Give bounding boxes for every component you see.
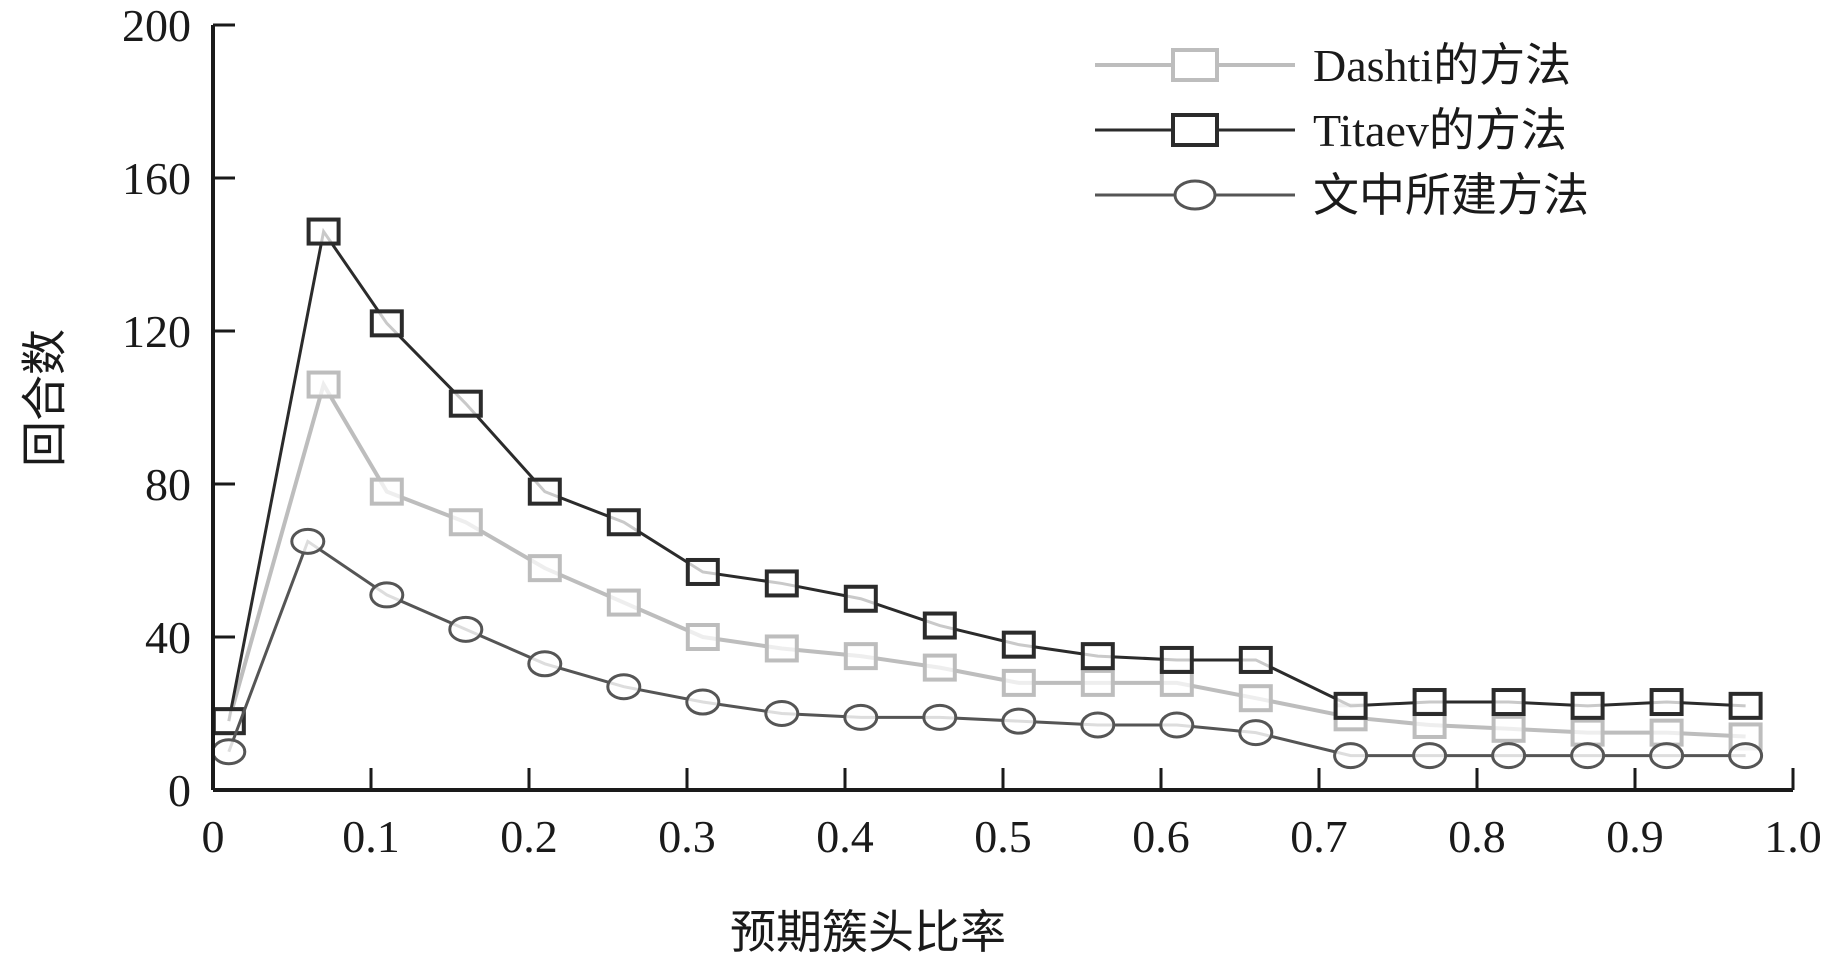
data-point (369, 309, 404, 338)
x-tick-label: 0.5 (974, 811, 1032, 862)
data-point (1728, 742, 1764, 770)
data-point (1001, 707, 1037, 735)
data-point (306, 370, 341, 399)
legend-label: 文中所建方法 (1313, 170, 1589, 221)
data-point (448, 615, 484, 643)
data-point (1001, 668, 1036, 697)
data-point (306, 217, 341, 246)
series-3 (211, 527, 1764, 770)
data-point (922, 611, 957, 640)
legend-label: Dashti的方法 (1313, 40, 1571, 91)
data-point (843, 584, 878, 613)
series-2 (211, 217, 1763, 736)
data-point (1412, 710, 1447, 739)
series-line (227, 227, 1746, 722)
y-axis-title: 回合数 (18, 329, 72, 467)
series-layer (211, 217, 1764, 770)
data-point (1238, 719, 1274, 747)
legend-entry-2: Titaev的方法 (1095, 105, 1567, 156)
data-point (1728, 691, 1763, 720)
x-tick-label: 0.4 (816, 811, 874, 862)
data-point (1159, 668, 1194, 697)
data-point (1491, 688, 1526, 717)
data-point (1001, 630, 1036, 659)
data-point (527, 650, 563, 678)
data-point (685, 688, 721, 716)
data-point (1570, 691, 1605, 720)
data-point (606, 508, 641, 537)
y-tick-label: 120 (122, 306, 191, 357)
x-axis-title: 预期簇头比率 (730, 905, 1006, 959)
data-point (685, 557, 720, 586)
legend-marker (1171, 113, 1219, 147)
series-line (226, 379, 1746, 739)
data-point (1238, 645, 1273, 674)
legend-entry-1: Dashti的方法 (1095, 40, 1571, 91)
y-tick-label: 40 (145, 612, 191, 663)
x-tick-label: 0.8 (1448, 811, 1506, 862)
y-tick-label: 160 (122, 153, 191, 204)
data-point (1159, 645, 1194, 674)
data-point (1333, 691, 1368, 720)
data-point (764, 700, 800, 727)
data-point (290, 527, 326, 555)
data-point (448, 508, 483, 537)
data-point (764, 569, 799, 598)
x-tick-label: 0.6 (1132, 811, 1190, 862)
data-point (448, 389, 483, 418)
data-point (1412, 742, 1448, 770)
data-point (606, 588, 641, 617)
data-point (369, 477, 404, 506)
data-point (527, 554, 562, 583)
data-point (922, 703, 958, 731)
x-tick-label: 0.7 (1290, 811, 1348, 862)
x-tick-label: 0.1 (342, 811, 400, 862)
legend-marker (1173, 179, 1217, 211)
y-tick-label: 200 (122, 0, 191, 51)
data-point (764, 634, 799, 663)
data-point (211, 738, 247, 766)
data-point (1570, 718, 1605, 747)
axes: 0 0.1 0.2 0.3 0.4 0.5 0.6 0.7 0.8 0.9 1.0 0 40 80 120 1… (122, 0, 1822, 862)
data-point (922, 653, 957, 682)
data-point (843, 703, 879, 731)
legend-marker (1171, 48, 1219, 82)
data-point (1491, 714, 1526, 743)
x-tick-label: 0 (202, 811, 225, 862)
data-point (1080, 668, 1115, 697)
legend-label: Titaev的方法 (1313, 105, 1567, 156)
data-point (1649, 718, 1684, 747)
data-point (685, 623, 720, 651)
x-tick-label: 0.3 (658, 811, 716, 862)
data-point (1491, 742, 1527, 770)
data-point (1649, 742, 1685, 770)
legend-entry-3: 文中所建方法 (1095, 170, 1589, 221)
data-point (369, 581, 405, 609)
data-point (1238, 684, 1273, 713)
data-point (1570, 742, 1606, 770)
x-tick-label: 1.0 (1764, 811, 1822, 862)
data-point (1080, 711, 1116, 739)
series-1 (211, 370, 1763, 751)
data-point (1412, 688, 1447, 717)
y-tick-label: 0 (168, 765, 191, 816)
data-point (1649, 688, 1684, 717)
data-point (1333, 742, 1369, 770)
y-tick-label: 80 (145, 459, 191, 510)
data-point (527, 477, 562, 506)
data-point (1080, 642, 1115, 671)
x-tick-label: 0.2 (500, 811, 558, 862)
data-point (606, 673, 642, 701)
data-point (1159, 711, 1195, 739)
data-point (843, 642, 878, 671)
x-tick-label: 0.9 (1606, 811, 1664, 862)
